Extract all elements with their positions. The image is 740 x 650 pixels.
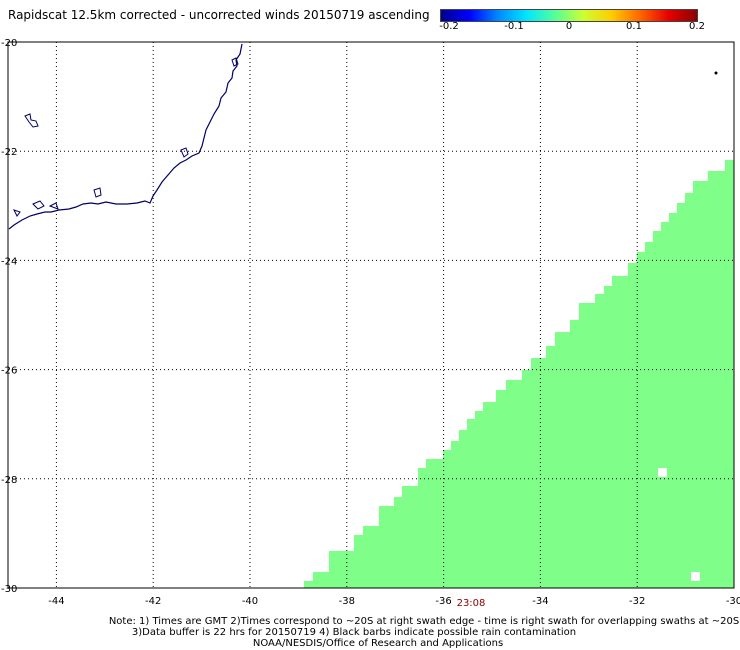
latitude-tick-label: -22 — [1, 147, 17, 158]
wind-swath — [304, 160, 734, 588]
longitude-tick-label: -36 — [435, 596, 451, 607]
longitude-tick-label: -44 — [48, 596, 64, 607]
longitude-tick-label: -32 — [629, 596, 645, 607]
longitude-labels: -44 -42 -40 -38 -36 -34 -32 -30 — [48, 596, 740, 607]
latitude-tick-label: -28 — [1, 475, 17, 486]
swath-gap — [658, 468, 667, 477]
note-line-1: Note: 1) Times are GMT 2)Times correspon… — [108, 616, 740, 627]
longitude-tick-label: -38 — [339, 596, 355, 607]
note-line-2: 3)Data buffer is 22 hrs for 20150719 4) … — [131, 627, 577, 638]
graticule — [8, 42, 734, 588]
colorbar-label: 0.1 — [626, 21, 642, 32]
map-title: Rapidscat 12.5km corrected - uncorrected… — [8, 8, 430, 22]
swath-gap — [691, 572, 700, 581]
note-line-3: NOAA/NESDIS/Office of Research and Appli… — [252, 638, 504, 649]
colorbar-label: -0.1 — [504, 21, 524, 32]
map-frame — [7, 41, 735, 589]
longitude-tick-label: -42 — [145, 596, 161, 607]
longitude-tick-label: -34 — [532, 596, 548, 607]
small-island — [714, 71, 718, 75]
colorbar-label: 0 — [565, 21, 573, 32]
latitude-tick-label: -24 — [1, 256, 17, 267]
colorbar-label: 0.2 — [689, 21, 705, 32]
longitude-tick-label: -30 — [726, 596, 740, 607]
longitude-tick-label: -40 — [242, 596, 258, 607]
coastline-detail — [13, 57, 239, 217]
colorbar-label: -0.2 — [439, 21, 459, 32]
swath-time: 23:08 — [456, 598, 486, 609]
latitude-tick-label: -20 — [1, 38, 17, 49]
coastline — [8, 43, 243, 230]
swath-area — [304, 160, 734, 588]
latitude-tick-label: -30 — [1, 584, 17, 595]
latitude-tick-label: -26 — [1, 366, 17, 377]
colorbar — [440, 9, 698, 22]
latitude-labels: -20 -22 -24 -26 -28 -30 — [1, 38, 17, 595]
